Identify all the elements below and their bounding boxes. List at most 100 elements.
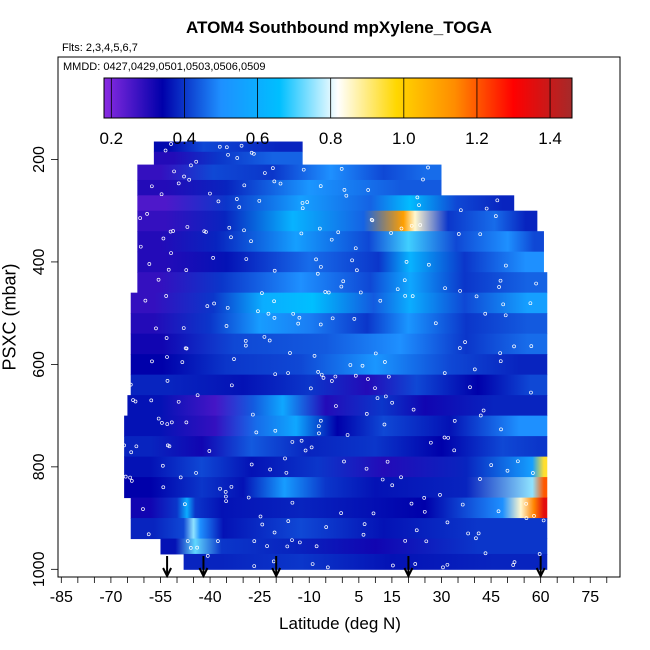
sample-point bbox=[352, 317, 357, 321]
sample-point bbox=[421, 177, 425, 182]
sample-point bbox=[188, 545, 193, 550]
sample-point bbox=[272, 316, 277, 320]
sample-point bbox=[413, 562, 418, 566]
heatmap-band bbox=[130, 333, 548, 355]
sample-point bbox=[249, 462, 254, 467]
sample-point bbox=[314, 544, 319, 549]
sample-point bbox=[329, 237, 334, 242]
sample-point bbox=[383, 394, 388, 399]
sample-point bbox=[433, 321, 438, 326]
heatmap-band bbox=[130, 292, 548, 314]
sample-point bbox=[212, 301, 216, 306]
sample-point bbox=[273, 428, 278, 433]
heatmap-band bbox=[183, 553, 548, 570]
sample-point bbox=[229, 235, 233, 240]
plot-frame bbox=[57, 56, 621, 578]
sample-point bbox=[426, 165, 430, 170]
heatmap-band bbox=[160, 538, 548, 555]
heatmap-band bbox=[130, 497, 548, 519]
sample-point bbox=[478, 413, 483, 418]
sample-point bbox=[156, 277, 161, 282]
sample-point bbox=[318, 322, 323, 327]
sample-point bbox=[252, 564, 257, 568]
sample-point bbox=[348, 363, 353, 367]
sample-point bbox=[498, 359, 503, 364]
sample-point bbox=[498, 278, 503, 283]
sample-point bbox=[286, 519, 291, 523]
sample-point bbox=[504, 263, 508, 268]
sample-point bbox=[541, 518, 546, 523]
sample-point bbox=[399, 226, 404, 231]
sample-point bbox=[211, 256, 215, 260]
sample-point bbox=[252, 539, 257, 543]
sample-point bbox=[159, 192, 164, 197]
sample-point bbox=[249, 239, 253, 244]
sample-point bbox=[195, 393, 200, 398]
sample-point bbox=[235, 197, 239, 201]
sample-point bbox=[285, 544, 290, 549]
sample-point bbox=[290, 440, 295, 444]
sample-point bbox=[216, 199, 221, 204]
x-tick-label: -70 bbox=[99, 589, 122, 606]
sample-point bbox=[481, 408, 486, 413]
sample-point bbox=[225, 305, 230, 310]
sample-point bbox=[438, 493, 442, 497]
sample-point bbox=[268, 467, 272, 472]
sample-point bbox=[254, 430, 259, 435]
sample-point bbox=[163, 148, 168, 153]
sample-point bbox=[524, 501, 528, 506]
heatmap-band bbox=[124, 477, 548, 499]
x-tick-label: 60 bbox=[532, 589, 550, 606]
sample-points bbox=[122, 142, 546, 570]
sample-point bbox=[364, 412, 369, 416]
flight-arrow-head bbox=[162, 567, 172, 579]
sample-point bbox=[532, 514, 536, 518]
sample-point bbox=[224, 324, 229, 328]
sample-point bbox=[472, 367, 477, 372]
sample-point bbox=[466, 531, 470, 536]
sample-point bbox=[194, 471, 198, 475]
sample-point bbox=[150, 359, 154, 364]
heatmap-band bbox=[137, 231, 544, 253]
sample-point bbox=[251, 412, 255, 417]
sample-point bbox=[202, 229, 207, 234]
sample-point bbox=[390, 483, 395, 488]
sample-point bbox=[402, 278, 407, 283]
heatmap-band bbox=[130, 374, 548, 396]
x-tick-label: 45 bbox=[482, 589, 500, 606]
heatmap-band bbox=[153, 151, 303, 166]
sample-point bbox=[161, 485, 166, 490]
sample-point bbox=[149, 184, 154, 189]
flight-arrows bbox=[162, 556, 546, 579]
sample-point bbox=[350, 258, 354, 263]
sample-point bbox=[265, 544, 269, 548]
sample-point bbox=[390, 400, 394, 405]
sample-point bbox=[146, 532, 151, 537]
sample-point bbox=[528, 301, 533, 306]
heatmap-band bbox=[137, 251, 544, 273]
sample-point bbox=[497, 285, 501, 289]
sample-point bbox=[239, 143, 244, 148]
sample-point bbox=[478, 232, 483, 237]
sample-point bbox=[229, 484, 234, 489]
sample-point bbox=[333, 374, 338, 379]
sample-point bbox=[324, 525, 329, 529]
sample-point bbox=[169, 142, 173, 146]
sample-point bbox=[297, 540, 302, 545]
sample-point bbox=[358, 290, 363, 295]
sample-point bbox=[344, 193, 349, 198]
data-layer bbox=[124, 141, 548, 570]
sample-point bbox=[460, 502, 465, 507]
heatmap-band bbox=[137, 195, 515, 212]
sample-point bbox=[246, 495, 251, 500]
sample-point bbox=[216, 539, 220, 543]
sample-point bbox=[243, 343, 248, 348]
sample-point bbox=[494, 214, 498, 218]
sample-point bbox=[483, 311, 488, 316]
sample-point bbox=[414, 528, 419, 533]
sample-point bbox=[318, 184, 323, 188]
sample-point bbox=[176, 399, 181, 404]
sample-point bbox=[290, 500, 295, 505]
sample-point bbox=[262, 171, 267, 175]
sample-point bbox=[160, 463, 165, 468]
